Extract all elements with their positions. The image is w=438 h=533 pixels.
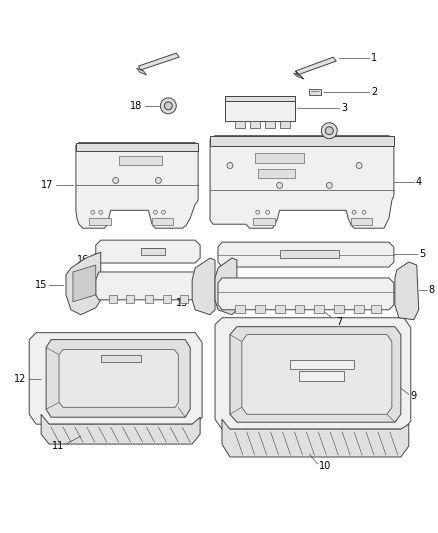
Polygon shape: [225, 96, 294, 101]
Polygon shape: [76, 143, 198, 151]
Polygon shape: [296, 71, 304, 79]
Text: 14: 14: [71, 281, 84, 291]
Polygon shape: [235, 305, 245, 313]
Text: 9: 9: [411, 391, 417, 401]
Polygon shape: [126, 295, 134, 303]
Polygon shape: [255, 305, 265, 313]
Polygon shape: [46, 340, 190, 417]
Polygon shape: [96, 272, 198, 300]
Polygon shape: [138, 53, 179, 70]
Polygon shape: [242, 335, 392, 414]
Text: 2: 2: [371, 87, 377, 97]
Polygon shape: [96, 240, 200, 263]
Polygon shape: [109, 295, 117, 303]
Polygon shape: [265, 121, 275, 128]
Polygon shape: [279, 121, 290, 128]
Circle shape: [326, 182, 332, 188]
Polygon shape: [290, 360, 354, 369]
Polygon shape: [29, 333, 202, 424]
Circle shape: [277, 182, 283, 188]
Polygon shape: [66, 252, 101, 315]
Polygon shape: [293, 73, 304, 79]
Polygon shape: [215, 318, 411, 429]
Circle shape: [99, 211, 103, 214]
Text: 10: 10: [319, 461, 332, 471]
Polygon shape: [210, 136, 394, 146]
Polygon shape: [137, 68, 146, 75]
Circle shape: [256, 211, 260, 214]
Polygon shape: [89, 218, 111, 225]
Polygon shape: [163, 295, 171, 303]
Polygon shape: [294, 305, 304, 313]
Polygon shape: [145, 295, 153, 303]
Circle shape: [356, 163, 362, 168]
Text: 16: 16: [77, 255, 89, 265]
Circle shape: [161, 211, 165, 214]
Circle shape: [155, 177, 161, 183]
Text: 3: 3: [341, 103, 347, 113]
Circle shape: [325, 127, 333, 135]
Circle shape: [352, 211, 356, 214]
Circle shape: [91, 211, 95, 214]
Polygon shape: [218, 278, 394, 310]
Text: 13: 13: [176, 298, 188, 308]
Polygon shape: [222, 419, 409, 457]
Polygon shape: [41, 414, 200, 444]
Polygon shape: [152, 218, 173, 225]
Text: 8: 8: [429, 285, 435, 295]
Polygon shape: [279, 250, 339, 258]
Polygon shape: [255, 152, 304, 163]
Polygon shape: [180, 295, 188, 303]
Polygon shape: [192, 258, 215, 315]
Polygon shape: [230, 327, 401, 422]
Polygon shape: [215, 258, 237, 315]
Text: 11: 11: [52, 441, 64, 451]
Circle shape: [362, 211, 366, 214]
Polygon shape: [141, 248, 165, 255]
Text: 5: 5: [419, 249, 425, 259]
Polygon shape: [59, 350, 178, 407]
Circle shape: [321, 123, 337, 139]
Polygon shape: [101, 354, 141, 361]
Circle shape: [153, 211, 157, 214]
Polygon shape: [395, 262, 419, 320]
Circle shape: [227, 163, 233, 168]
Text: 15: 15: [35, 280, 47, 290]
Polygon shape: [250, 121, 260, 128]
Circle shape: [266, 211, 270, 214]
Polygon shape: [225, 96, 294, 121]
Text: 1: 1: [371, 53, 377, 63]
Text: 12: 12: [14, 374, 26, 384]
Polygon shape: [351, 218, 372, 225]
Polygon shape: [314, 305, 324, 313]
Polygon shape: [210, 136, 394, 228]
Polygon shape: [275, 305, 285, 313]
Polygon shape: [258, 168, 294, 179]
Text: 4: 4: [416, 177, 422, 188]
Text: 7: 7: [336, 317, 343, 327]
Polygon shape: [76, 143, 198, 228]
Polygon shape: [218, 242, 394, 267]
Polygon shape: [354, 305, 364, 313]
Polygon shape: [119, 156, 162, 165]
Polygon shape: [334, 305, 344, 313]
Circle shape: [113, 177, 119, 183]
Text: 17: 17: [41, 181, 53, 190]
Polygon shape: [73, 265, 96, 302]
Polygon shape: [300, 372, 344, 382]
Circle shape: [164, 102, 172, 110]
Text: 6: 6: [218, 292, 224, 302]
Polygon shape: [253, 218, 275, 225]
Polygon shape: [296, 57, 336, 75]
Polygon shape: [235, 121, 245, 128]
Polygon shape: [371, 305, 381, 313]
Text: 18: 18: [130, 101, 142, 111]
Circle shape: [160, 98, 176, 114]
Polygon shape: [309, 89, 321, 95]
